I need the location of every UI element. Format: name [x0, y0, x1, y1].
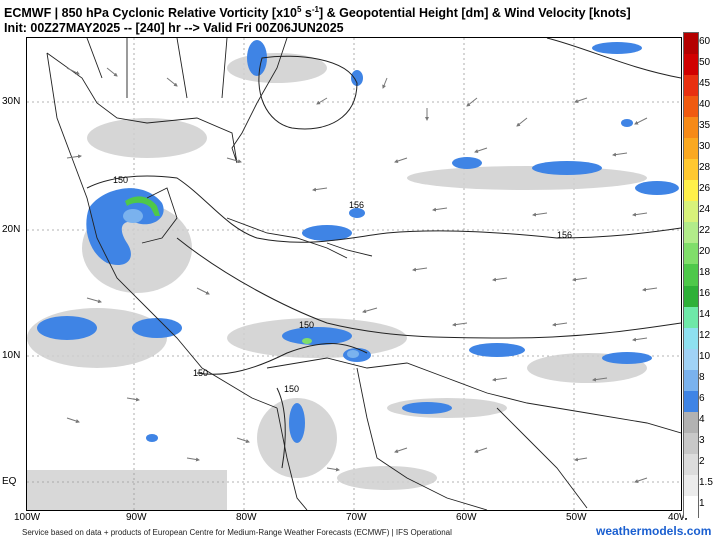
- color-scale-segment: [684, 96, 698, 119]
- contour-label: 156: [557, 230, 572, 240]
- lon-label-90w: 90W: [126, 512, 147, 523]
- map-svg: 150 156 156 150 150 150: [27, 38, 681, 510]
- color-scale-segment: [684, 180, 698, 203]
- coastlines: [46, 38, 681, 510]
- color-scale-segment: [684, 222, 698, 245]
- color-scale-segment: [684, 201, 698, 224]
- lat-label-20n: 20N: [2, 224, 21, 235]
- color-scale-segment: [684, 390, 698, 413]
- color-scale-label: 45: [699, 77, 711, 89]
- color-scale-segment: [684, 117, 698, 140]
- color-scale-label: 6: [699, 393, 705, 405]
- contour-label: 150: [193, 368, 208, 378]
- color-scale-label: 2: [699, 456, 705, 468]
- color-scale-segment: [684, 54, 698, 77]
- color-scale-label: 30: [699, 140, 711, 152]
- color-scale-label: 1.5: [699, 477, 713, 489]
- color-scale-segment: [684, 369, 698, 392]
- gray-vorticity-band: [27, 470, 227, 510]
- color-scale-label: 3: [699, 435, 705, 447]
- color-scale-segment: [684, 243, 698, 266]
- color-scale-segment: [684, 264, 698, 287]
- lon-label-80w: 80W: [236, 512, 257, 523]
- color-scale-segment: [684, 327, 698, 350]
- color-scale-label: 20: [699, 245, 711, 257]
- lon-label-60w: 60W: [456, 512, 477, 523]
- color-scale-segment: [684, 75, 698, 98]
- title-line-1: ECMWF | 850 hPa Cyclonic Relative Vortic…: [4, 5, 631, 21]
- color-scale-label: 24: [699, 203, 711, 215]
- color-scale-label: 22: [699, 224, 711, 236]
- color-scale-segment: [684, 33, 698, 55]
- lat-label-eq: EQ: [2, 476, 17, 487]
- lon-label-40w: 40W: [668, 512, 689, 523]
- color-scale-segment: [684, 306, 698, 329]
- title-line-2: Init: 00Z27MAY2025 -- [240] hr --> Valid…: [4, 21, 344, 36]
- color-scale-segment: [684, 348, 698, 371]
- color-scale-label: 14: [699, 309, 711, 321]
- lon-label-70w: 70W: [346, 512, 367, 523]
- lon-label-50w: 50W: [566, 512, 587, 523]
- color-scale-label: 40: [699, 98, 711, 110]
- chart-title: ECMWF | 850 hPa Cyclonic Relative Vortic…: [4, 2, 631, 36]
- lat-label-10n: 10N: [2, 350, 21, 361]
- color-scale-segment: [684, 474, 698, 497]
- color-scale-label: 16: [699, 288, 711, 300]
- contour-label: 150: [299, 320, 314, 330]
- color-scale-segment: [684, 285, 698, 308]
- brand-link[interactable]: weathermodels.com: [596, 524, 712, 538]
- color-scale-label: 4: [699, 414, 705, 426]
- vorticity-core-green-small: [302, 338, 312, 344]
- color-scale-label: 18: [699, 267, 711, 278]
- color-scale-label: 35: [699, 119, 711, 131]
- color-scale-segment: [684, 495, 698, 518]
- lon-label-100w: 100W: [14, 512, 41, 523]
- color-scale-label: 10: [699, 351, 711, 363]
- color-scale-segment: [684, 432, 698, 455]
- color-scale-segment: [684, 138, 698, 161]
- vorticity-blobs: [37, 40, 679, 443]
- contour-label: 150: [284, 384, 299, 394]
- lat-label-30n: 30N: [2, 96, 21, 107]
- color-scale-label: 60: [699, 35, 711, 47]
- vorticity-core-green: [125, 196, 160, 216]
- color-scale-segment: [684, 453, 698, 476]
- vorticity-light-blue: [123, 209, 359, 358]
- contour-label: 150: [113, 175, 128, 185]
- color-scale-segment: [684, 411, 698, 434]
- color-scale-segment: [684, 159, 698, 182]
- contour-label: 156: [349, 200, 364, 210]
- color-scale-label: 50: [699, 56, 711, 68]
- color-scale-label: 28: [699, 161, 711, 173]
- color-scale-label: 8: [699, 372, 705, 384]
- height-contours: [86, 38, 681, 469]
- color-scale-label: 26: [699, 182, 711, 194]
- wind-vectors: [66, 67, 658, 483]
- color-scale-bar: [683, 32, 699, 518]
- color-scale-label: 1: [699, 498, 705, 510]
- color-scale-label: 12: [699, 330, 711, 342]
- data-credit: Service based on data + products of Euro…: [22, 528, 452, 537]
- map-panel: 150 156 156 150 150 150: [26, 37, 682, 511]
